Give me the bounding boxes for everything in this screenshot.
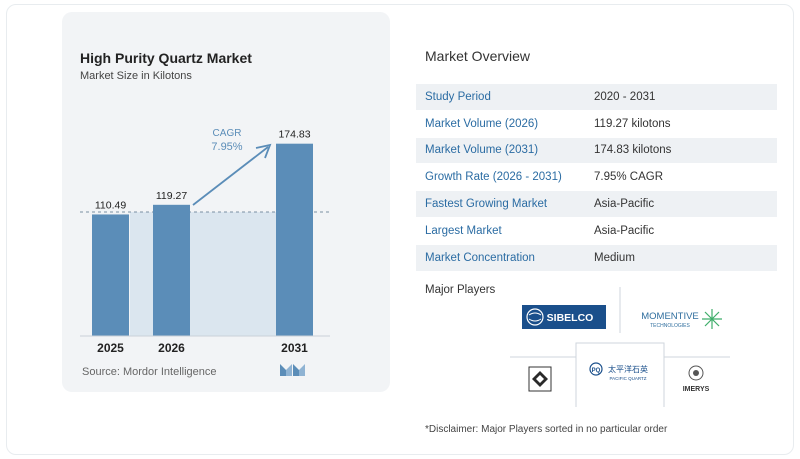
chart-title: High Purity Quartz Market bbox=[80, 50, 252, 66]
market-overview-title: Market Overview bbox=[425, 48, 531, 64]
overview-row: Growth Rate (2026 - 2031) 7.95% CAGR bbox=[416, 164, 777, 192]
overview-row: Market Volume (2031) 174.83 kilotons bbox=[416, 137, 777, 165]
market-overview-table: Study Period 2020 - 2031 Market Volume (… bbox=[416, 84, 777, 272]
overview-row-value: Medium bbox=[594, 251, 635, 264]
bar-2026 bbox=[153, 204, 190, 336]
chart-subtitle: Market Size in Kilotons bbox=[80, 70, 192, 82]
sibelco-logo-text: SIBELCO bbox=[547, 312, 594, 324]
x-tick-label: 2025 bbox=[97, 341, 124, 355]
overview-row-label: Study Period bbox=[425, 90, 491, 103]
cagr-value: 7.95% bbox=[211, 141, 242, 153]
bar-value-label: 119.27 bbox=[156, 190, 187, 202]
bar-2025 bbox=[92, 214, 129, 336]
pacific-quartz-cn: 太平洋石英 bbox=[608, 364, 648, 374]
overview-row-value: 119.27 kilotons bbox=[594, 117, 671, 130]
overview-row-value: 7.95% CAGR bbox=[594, 171, 664, 184]
imerys-logo-text: IMERYS bbox=[683, 386, 710, 393]
bar-2031 bbox=[276, 143, 313, 336]
overview-row: Study Period 2020 - 2031 bbox=[416, 84, 777, 111]
momentive-star-icon bbox=[702, 309, 722, 329]
imerys-logo: IMERYS bbox=[683, 365, 710, 393]
bar-chart: 110.49 2025 119.27 2026 174.83 2031 CAGR 7.95… bbox=[80, 128, 330, 355]
overview-row-value: Asia-Pacific bbox=[594, 198, 655, 211]
sibelco-logo: SIBELCO bbox=[522, 305, 606, 329]
overview-row-label: Market Volume (2031) bbox=[425, 144, 539, 157]
x-tick-label: 2031 bbox=[281, 341, 308, 355]
overview-row-value: 2020 - 2031 bbox=[594, 90, 656, 103]
overview-row-label: Largest Market bbox=[425, 224, 502, 237]
cagr-highlight-band bbox=[130, 212, 276, 336]
major-players-logos: SIBELCO MOMENTIVE TECHNOLOGIES PQ 太平洋石英 … bbox=[510, 287, 730, 407]
quartz-company-logo bbox=[528, 366, 552, 392]
momentive-logo: MOMENTIVE TECHNOLOGIES bbox=[641, 309, 722, 329]
major-players-title: Major Players bbox=[425, 284, 496, 296]
mordor-intelligence-logo bbox=[280, 364, 305, 376]
bar-value-label: 110.49 bbox=[95, 199, 126, 211]
overview-row-value: Asia-Pacific bbox=[594, 224, 655, 237]
svg-text:PQ: PQ bbox=[592, 368, 601, 374]
overview-row-label: Fastest Growing Market bbox=[425, 198, 548, 211]
pacific-quartz-en: PACIFIC QUARTZ bbox=[609, 376, 646, 381]
pacific-quartz-logo: PQ 太平洋石英 PACIFIC QUARTZ bbox=[589, 362, 648, 381]
momentive-logo-subtext: TECHNOLOGIES bbox=[650, 323, 690, 329]
momentive-logo-text: MOMENTIVE bbox=[641, 311, 699, 322]
overview-row: Fastest Growing Market Asia-Pacific bbox=[416, 191, 777, 218]
overview-row-label: Market Volume (2026) bbox=[425, 117, 539, 130]
cagr-arrow bbox=[192, 143, 272, 206]
x-tick-label: 2026 bbox=[158, 341, 185, 355]
bars-layer: 110.49 2025 119.27 2026 174.83 2031 bbox=[92, 129, 313, 355]
overview-row: Market Concentration Medium bbox=[416, 244, 777, 272]
overview-row: Market Volume (2026) 119.27 kilotons bbox=[416, 111, 777, 138]
overview-row-label: Market Concentration bbox=[425, 251, 535, 264]
cagr-label: CAGR bbox=[213, 128, 242, 139]
disclaimer: *Disclaimer: Major Players sorted in no … bbox=[425, 424, 668, 435]
overview-row: Largest Market Asia-Pacific bbox=[416, 218, 777, 245]
overview-row-label: Growth Rate (2026 - 2031) bbox=[425, 171, 562, 184]
overview-row-value: 174.83 kilotons bbox=[594, 144, 672, 157]
bar-value-label: 174.83 bbox=[278, 129, 310, 141]
source-note: Source: Mordor Intelligence bbox=[82, 366, 217, 378]
